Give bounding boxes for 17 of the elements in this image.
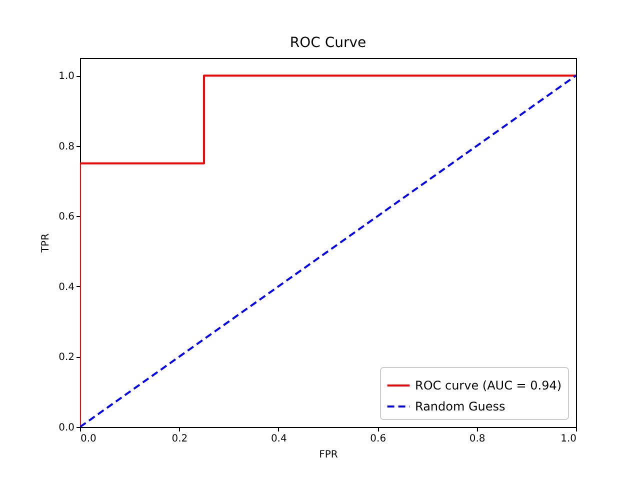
x-tick-label: 0.8 xyxy=(469,434,486,444)
chart-title: ROC Curve xyxy=(290,35,366,51)
y-tick-label: 0.6 xyxy=(58,212,74,223)
y-tick-label: 0.8 xyxy=(58,141,74,152)
legend-label: Random Guess xyxy=(415,400,506,414)
y-tick-label: 0.4 xyxy=(58,282,74,293)
x-tick-label: 0.6 xyxy=(370,434,386,444)
legend-label: ROC curve (AUC = 0.94) xyxy=(415,378,562,392)
x-tick-label: 0.2 xyxy=(172,434,188,444)
x-tick-label: 0.4 xyxy=(270,434,287,444)
x-tick-label: 0.0 xyxy=(80,434,96,444)
y-tick-label: 0.2 xyxy=(58,352,74,364)
x-tick-label: 1.0 xyxy=(560,434,576,444)
y-tick-label: 1.0 xyxy=(58,71,74,82)
x-axis-title: FPR xyxy=(319,450,338,460)
y-tick-label: 0.0 xyxy=(58,422,74,434)
y-axis-title: TPR xyxy=(40,233,52,254)
